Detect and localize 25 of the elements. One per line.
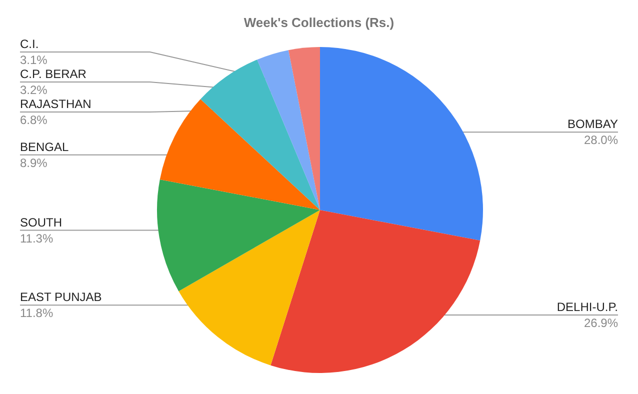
slice-label: SOUTH [20,215,62,230]
pie-slice [200,60,320,210]
pie-slice [288,47,320,210]
pie-slice [178,210,320,366]
data-label: 6.8% [20,113,48,127]
pie-slice [270,210,480,373]
slice-label: DELHI-U.P. [556,300,618,314]
data-label: 26.9% [584,316,618,330]
data-label: 11.8% [20,306,54,320]
pie-slice [160,99,320,210]
data-label: 11.3% [20,231,54,246]
pie-slice [257,50,320,210]
slice-label: BENGAL [20,140,70,154]
slice-label: RAJASTHAN [20,97,92,111]
slice-label: C.I. [20,37,39,51]
slice-label: EAST PUNJAB [20,290,102,304]
pie-slice [320,47,483,241]
data-label: 3.1% [20,53,48,67]
data-label: 8.9% [20,156,48,170]
pie-slice [157,179,320,292]
data-label: 28.0% [584,133,618,148]
slice-label: C.P. BERAR [20,67,87,81]
data-label: 3.2% [20,83,48,97]
chart-title: Week's Collections (Rs.) [244,15,394,30]
slice-label: BOMBAY [568,117,618,132]
